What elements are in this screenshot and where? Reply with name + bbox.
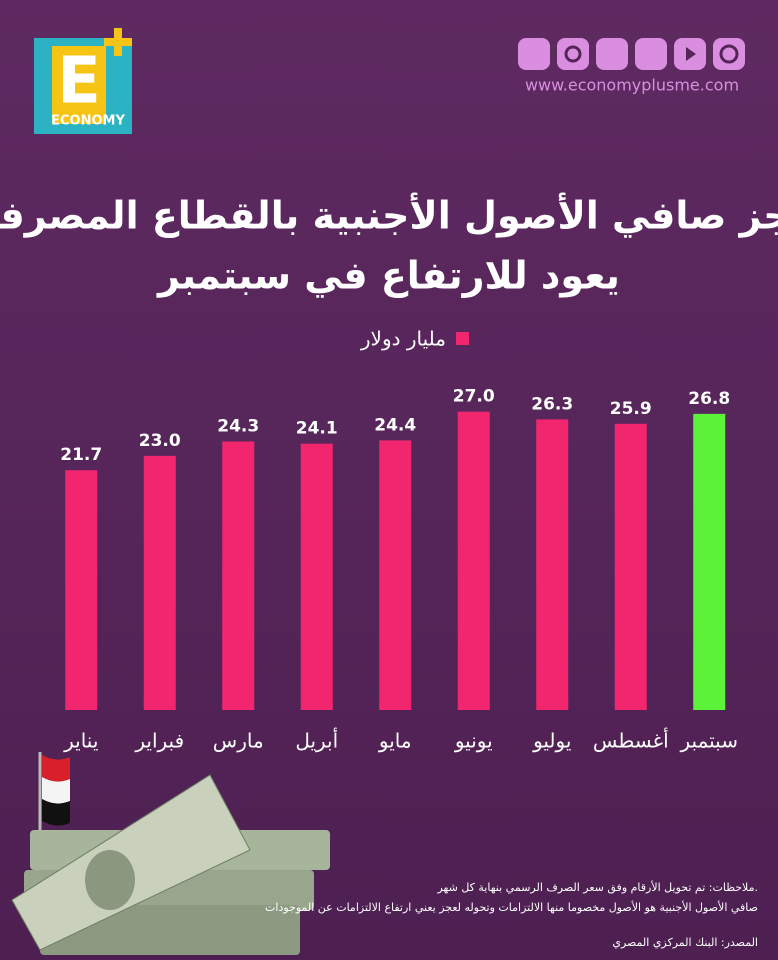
category-label: يونيو (454, 729, 493, 753)
value-label: 24.1 (296, 419, 338, 439)
note: صافي الأصول الأجنبية هو الأصول مخصوما من… (265, 900, 758, 914)
value-label: 26.3 (531, 394, 573, 414)
bill-portrait (85, 850, 135, 910)
legend-label: مليار دولار (360, 327, 446, 351)
bar (300, 443, 333, 710)
bar (536, 419, 569, 710)
social-icons: www.economyplusme.com (518, 38, 745, 95)
value-label: 23.0 (139, 431, 181, 451)
bar (379, 440, 412, 710)
category-label: أغسطس (593, 728, 669, 753)
legend-swatch (456, 332, 469, 345)
category-label: سبتمبر (680, 729, 738, 753)
category-label: أبريل (295, 728, 338, 753)
category-label: مارس (213, 729, 264, 753)
money-illustration (11, 752, 330, 955)
bar (693, 413, 726, 710)
category-label: يناير (63, 729, 98, 753)
logo-text: ECONOMY (51, 114, 125, 129)
logo-plus (104, 28, 132, 56)
note: ملاحظات: تم تحويل الأرقام وفق سعر الصرف … (436, 880, 758, 895)
threads-icon (713, 38, 745, 70)
value-label: 24.4 (374, 415, 416, 435)
category-label: يوليو (532, 729, 571, 753)
bar (222, 441, 255, 710)
source: المصدر: البنك المركزي المصري (612, 936, 758, 949)
bar (65, 470, 98, 710)
category-label: فبراير (134, 729, 184, 753)
threads-glyph (719, 44, 739, 64)
chart-title: يعود للارتفاع في سبتمبر (156, 254, 620, 298)
flag-red (42, 755, 70, 782)
facebook-icon (518, 38, 550, 70)
linkedin-icon (635, 38, 667, 70)
website: www.economyplusme.com (525, 76, 739, 95)
value-label: 26.8 (688, 389, 730, 409)
flag-black (42, 799, 70, 826)
twitter-icon (596, 38, 628, 70)
value-label: 25.9 (610, 399, 652, 419)
logo: E ECONOMY (34, 28, 132, 134)
chart-title: عجز صافي الأصول الأجنبية بالقطاع المصرفي (0, 192, 778, 238)
value-label: 21.7 (60, 445, 102, 465)
value-label: 27.0 (453, 387, 495, 407)
youtube-glyph (686, 47, 696, 61)
category-label: مايو (378, 729, 412, 753)
instagram-glyph (564, 45, 582, 63)
logo-letter: E (57, 45, 101, 119)
flag-white (42, 777, 70, 804)
bar (143, 455, 176, 710)
value-label: 24.3 (217, 416, 259, 436)
instagram-icon (557, 38, 589, 70)
bar (614, 423, 647, 710)
bar (457, 411, 490, 710)
bill (11, 774, 251, 951)
logo-box-inner (52, 46, 106, 124)
